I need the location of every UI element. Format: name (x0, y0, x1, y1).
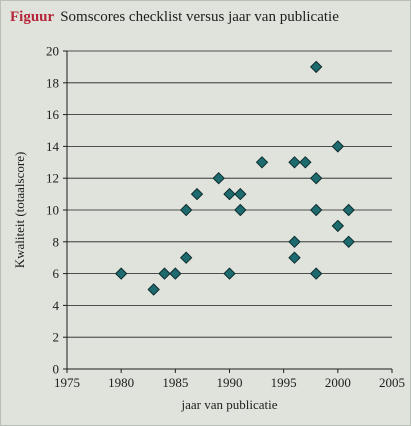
data-point (223, 187, 236, 201)
data-point (212, 171, 225, 185)
data-point (309, 267, 323, 280)
data-point (147, 283, 160, 296)
data-point (288, 235, 301, 249)
x-tick-label: 1990 (217, 375, 243, 390)
data-point (190, 187, 204, 201)
figure-label: Figuur (10, 9, 55, 25)
data-point (342, 235, 355, 249)
x-tick-label: 1975 (54, 375, 80, 390)
y-tick-label: 12 (46, 171, 59, 186)
data-point (169, 267, 182, 280)
data-point (331, 219, 345, 233)
data-point (309, 60, 323, 74)
data-point (223, 267, 236, 280)
data-point (342, 203, 355, 217)
data-point (234, 203, 247, 217)
data-point (288, 251, 301, 264)
data-point (309, 171, 323, 185)
axes (63, 50, 393, 373)
y-tick-label: 18 (46, 75, 59, 90)
x-tick-label: 1995 (271, 375, 297, 390)
data-point (309, 203, 323, 217)
x-tick-label: 1985 (162, 375, 188, 390)
tick-labels: 0 2 4 6 8 10 12 14 16 18 20 1975 1980 1985 1990 1995 200… (46, 44, 405, 391)
data-point (114, 267, 128, 280)
y-axis-title: Kwaliteit (totaalscore) (12, 152, 27, 269)
figure-header: Figuur Somscores checklist versus jaar va… (10, 9, 339, 26)
x-tick-label: 1980 (108, 375, 134, 390)
data-point (158, 267, 171, 280)
x-axis-title: jaar van publicatie (180, 397, 277, 412)
y-tick-label: 10 (46, 203, 59, 218)
y-tick-label: 14 (46, 139, 60, 154)
data-point (255, 156, 269, 169)
data-point (179, 251, 193, 264)
data-point (179, 203, 193, 217)
data-point (234, 187, 247, 201)
data-points (114, 60, 355, 296)
data-point (299, 156, 312, 169)
y-tick-label: 6 (53, 266, 60, 281)
x-tick-label: 2000 (325, 375, 351, 390)
y-tick-label: 8 (53, 234, 60, 249)
x-tick-label: 2005 (379, 375, 405, 390)
y-tick-label: 2 (53, 330, 60, 345)
y-tick-label: 16 (46, 107, 60, 122)
data-point (288, 156, 301, 169)
figure-caption: Somscores checklist versus jaar van publ… (60, 9, 339, 25)
y-tick-label: 0 (53, 362, 60, 377)
data-point (331, 140, 345, 153)
y-tick-label: 4 (53, 298, 60, 313)
y-tick-label: 20 (46, 44, 59, 59)
